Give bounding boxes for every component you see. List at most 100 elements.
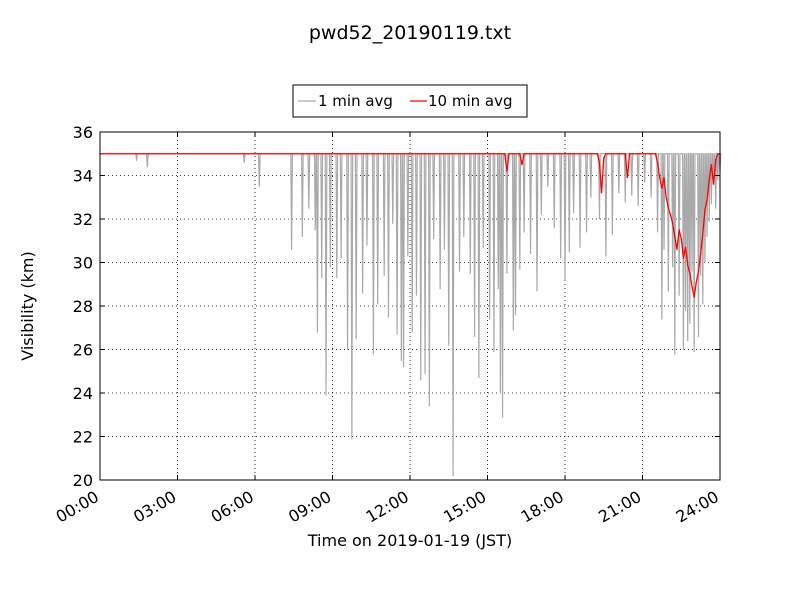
series-point-10min-avg (697, 270, 700, 272)
series-point-1min-avg (702, 303, 704, 305)
series-point-10min-avg (663, 177, 665, 179)
series-point-1min-avg (308, 207, 310, 209)
series-point-1min-avg (590, 196, 592, 198)
series-point-1min-avg (611, 233, 613, 235)
series-point-1min-avg (514, 314, 517, 316)
series-point-1min-avg (598, 218, 601, 220)
y-tick-label: 22 (73, 428, 93, 447)
series-line-10min-avg (100, 153, 720, 298)
series-point-1min-avg (667, 290, 669, 292)
series-point-10min-avg (715, 159, 717, 161)
series-point-1min-avg (458, 270, 461, 272)
series-point-10min-avg (704, 209, 706, 211)
series-point-10min-avg (678, 229, 680, 231)
legend-label-1min: 1 min avg (318, 92, 393, 110)
plot-series (99, 153, 722, 477)
series-point-1min-avg (560, 257, 562, 259)
series-point-10min-avg (680, 237, 682, 240)
series-point-10min-avg (687, 264, 689, 266)
series-point-1min-avg (146, 166, 148, 168)
series-point-1min-avg (540, 214, 542, 216)
series-point-1min-avg (362, 292, 364, 294)
series-point-1min-avg (501, 416, 504, 418)
series-point-10min-avg (508, 153, 510, 155)
series-point-1min-avg (497, 288, 499, 290)
series-point-1min-avg (290, 248, 293, 251)
series-point-1min-avg (301, 235, 303, 237)
series-point-10min-avg (605, 153, 607, 155)
series-point-1min-avg (372, 353, 375, 355)
series-point-10min-avg (700, 253, 702, 255)
series-point-10min-avg (702, 233, 704, 235)
series-point-1min-avg (710, 203, 712, 205)
series-point-1min-avg (448, 344, 450, 346)
series-point-1min-avg (387, 316, 390, 318)
grid-lines (100, 132, 720, 480)
series-point-1min-avg (351, 438, 353, 440)
series-point-10min-avg (682, 257, 685, 259)
series-point-1min-avg (553, 227, 555, 229)
series-point-10min-avg (691, 285, 693, 288)
chart-title: pwd52_20190119.txt (309, 22, 511, 44)
series-point-1min-avg (340, 257, 342, 259)
series-point-1min-avg (135, 159, 138, 161)
series-point-1min-avg (407, 255, 409, 257)
series-point-1min-avg (439, 288, 441, 290)
series-point-10min-avg (667, 207, 669, 209)
series-point-1min-avg (663, 248, 665, 251)
series-point-1min-avg (383, 274, 385, 277)
series-point-1min-avg (691, 270, 693, 272)
series-point-10min-avg (708, 179, 710, 181)
series-point-10min-avg (710, 164, 712, 166)
series-point-10min-avg (659, 177, 661, 179)
series-point-10min-avg (676, 248, 678, 251)
series-point-1min-avg (624, 201, 626, 203)
series-point-1min-avg (697, 335, 700, 338)
series-point-10min-avg (624, 153, 626, 155)
series-point-1min-avg (568, 251, 570, 253)
series-point-1min-avg (392, 222, 394, 224)
series-point-1min-avg (493, 351, 495, 353)
series-point-10min-avg (521, 164, 523, 166)
series-point-10min-avg (661, 187, 663, 190)
series-point-10min-avg (717, 153, 719, 155)
series-point-10min-avg (523, 153, 525, 155)
series-point-10min-avg (656, 161, 659, 164)
series-point-1min-avg (585, 231, 588, 233)
series-point-1min-avg (355, 338, 357, 340)
legend: 1 min avg 10 min avg (292, 84, 528, 118)
series-point-1min-avg (463, 235, 465, 237)
series-point-1min-avg (689, 322, 691, 324)
series-point-1min-avg (631, 194, 633, 196)
series-point-1min-avg (547, 185, 549, 187)
series-point-1min-avg (678, 294, 680, 296)
series-point-10min-avg (669, 214, 672, 216)
series-point-1min-avg (400, 359, 402, 361)
series-point-1min-avg (529, 253, 532, 255)
series-point-1min-avg (316, 331, 319, 333)
series-point-1min-avg (402, 366, 405, 368)
series-point-1min-avg (243, 161, 245, 164)
series-point-1min-avg (506, 272, 508, 274)
series-point-10min-avg (654, 153, 657, 155)
series-point-10min-avg (628, 153, 631, 155)
series-point-1min-avg (650, 196, 652, 198)
series-point-10min-avg (672, 222, 674, 224)
series-point-1min-avg (573, 211, 575, 214)
series-point-1min-avg (637, 205, 639, 207)
series-point-1min-avg (708, 220, 710, 222)
series-point-1min-avg (644, 181, 646, 183)
series-point-1min-avg (415, 294, 418, 296)
series-point-10min-avg (600, 192, 603, 194)
series-point-10min-avg (689, 272, 691, 274)
series-point-1min-avg (473, 335, 476, 338)
series-point-1min-avg (605, 255, 607, 257)
y-tick-label: 20 (73, 471, 93, 490)
series-point-1min-avg (428, 405, 430, 407)
y-tick-label: 24 (73, 384, 93, 403)
series-point-1min-avg (523, 231, 525, 233)
series-point-1min-avg (377, 303, 379, 305)
series-point-1min-avg (684, 309, 687, 311)
series-point-1min-avg (564, 279, 566, 281)
y-tick-label: 28 (73, 297, 93, 316)
